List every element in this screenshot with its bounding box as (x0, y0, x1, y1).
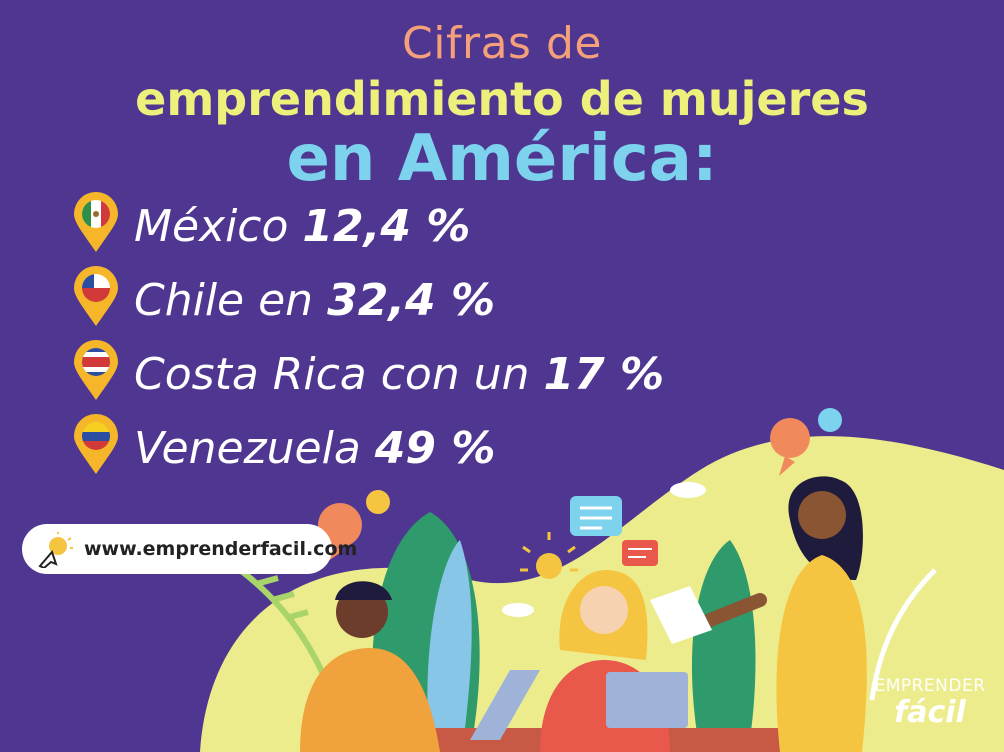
chat-bubble-blue-icon (570, 496, 622, 536)
percentage-value: 17 % (543, 349, 665, 400)
speech-bubble-coral (770, 418, 810, 458)
speech-bubble-yellow (366, 490, 390, 514)
man-body (300, 648, 440, 752)
lightbulb-icon (536, 553, 562, 579)
percentage-value: 32,4 % (327, 275, 496, 326)
speech-bubble-blue (818, 408, 842, 432)
woman-middle-head (580, 586, 628, 634)
costa-rica-flag-pin-icon (74, 340, 118, 400)
fern-right (869, 568, 937, 701)
mexico-flag-pin-icon (74, 192, 118, 252)
document-paper (650, 586, 712, 644)
chile-flag-pin-icon (74, 266, 118, 326)
stat-text: México 12,4 % (134, 196, 470, 258)
woman-standing-body (776, 555, 867, 752)
country-label: Chile en (134, 275, 314, 326)
cursor-click-icon (38, 532, 73, 568)
website-url[interactable]: www.emprenderfacil.com (84, 538, 358, 560)
laptop-middle (606, 672, 688, 728)
website-link[interactable]: www.emprenderfacil.com (22, 524, 357, 574)
woman-standing-head (798, 491, 846, 539)
speech-bubble-orange (318, 503, 362, 547)
emprender-facil-logo: EMPRENDER fácil (870, 676, 990, 746)
stat-text: Costa Rica con un 17 % (134, 344, 664, 406)
country-label: México (134, 201, 289, 252)
logo-bottom-text: fácil (894, 695, 966, 730)
chat-bubble-red-icon (622, 540, 658, 566)
title-line-2: emprendimiento de mujeres (135, 72, 869, 126)
percentage-value: 12,4 % (302, 201, 471, 252)
title-line-1: Cifras de (402, 18, 602, 69)
plant-blue (427, 540, 472, 752)
stat-text: Chile en 32,4 % (134, 270, 495, 332)
percentage-value: 49 % (374, 423, 496, 474)
logo-top-text: EMPRENDER (874, 676, 986, 696)
title-line-3: en América: (286, 122, 718, 196)
venezuela-flag-pin-icon (74, 414, 118, 474)
plant-right (691, 540, 756, 752)
cloud-icon (670, 482, 706, 498)
country-label: Venezuela (134, 423, 361, 474)
country-label: Costa Rica con un (134, 349, 530, 400)
laptop-left (470, 670, 540, 740)
stat-text: Venezuela 49 % (134, 418, 495, 480)
